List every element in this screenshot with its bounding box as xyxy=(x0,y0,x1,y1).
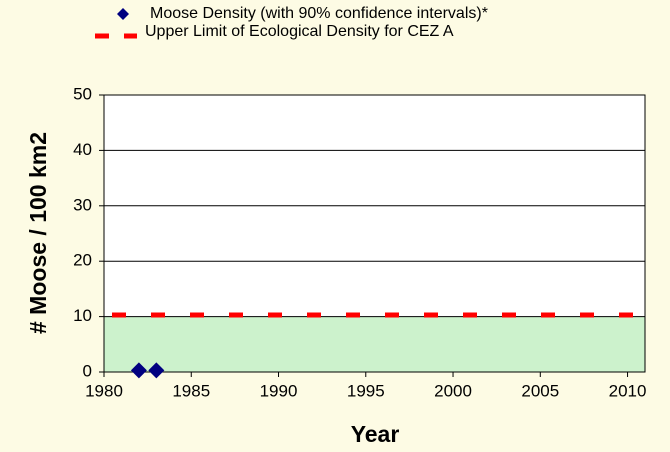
data-point xyxy=(148,362,165,379)
y-tick-label: 0 xyxy=(83,361,92,380)
x-tick-label: 1990 xyxy=(260,381,298,400)
y-axis-title: # Moose / 100 km2 xyxy=(25,132,51,334)
x-tick-label: 2000 xyxy=(434,381,472,400)
data-point xyxy=(130,362,147,379)
x-tick-label: 2010 xyxy=(609,381,647,400)
legend-label: Moose Density (with 90% confidence inter… xyxy=(150,5,488,22)
plot-border xyxy=(103,94,646,373)
y-tick-label: 50 xyxy=(73,84,92,103)
y-tick-label: 30 xyxy=(73,195,92,214)
shaded-region xyxy=(104,316,645,372)
x-axis-title: Year xyxy=(351,421,400,447)
x-tick-label: 2005 xyxy=(521,381,559,400)
y-tick-label: 20 xyxy=(73,251,92,270)
legend-label: Upper Limit of Ecological Density for CE… xyxy=(145,23,454,40)
y-tick-label: 10 xyxy=(73,306,92,325)
y-tick-label: 40 xyxy=(73,140,92,159)
x-tick-label: 1995 xyxy=(347,381,385,400)
legend-swatch xyxy=(117,8,129,20)
x-tick-label: 1980 xyxy=(85,381,123,400)
x-tick-label: 1985 xyxy=(172,381,210,400)
